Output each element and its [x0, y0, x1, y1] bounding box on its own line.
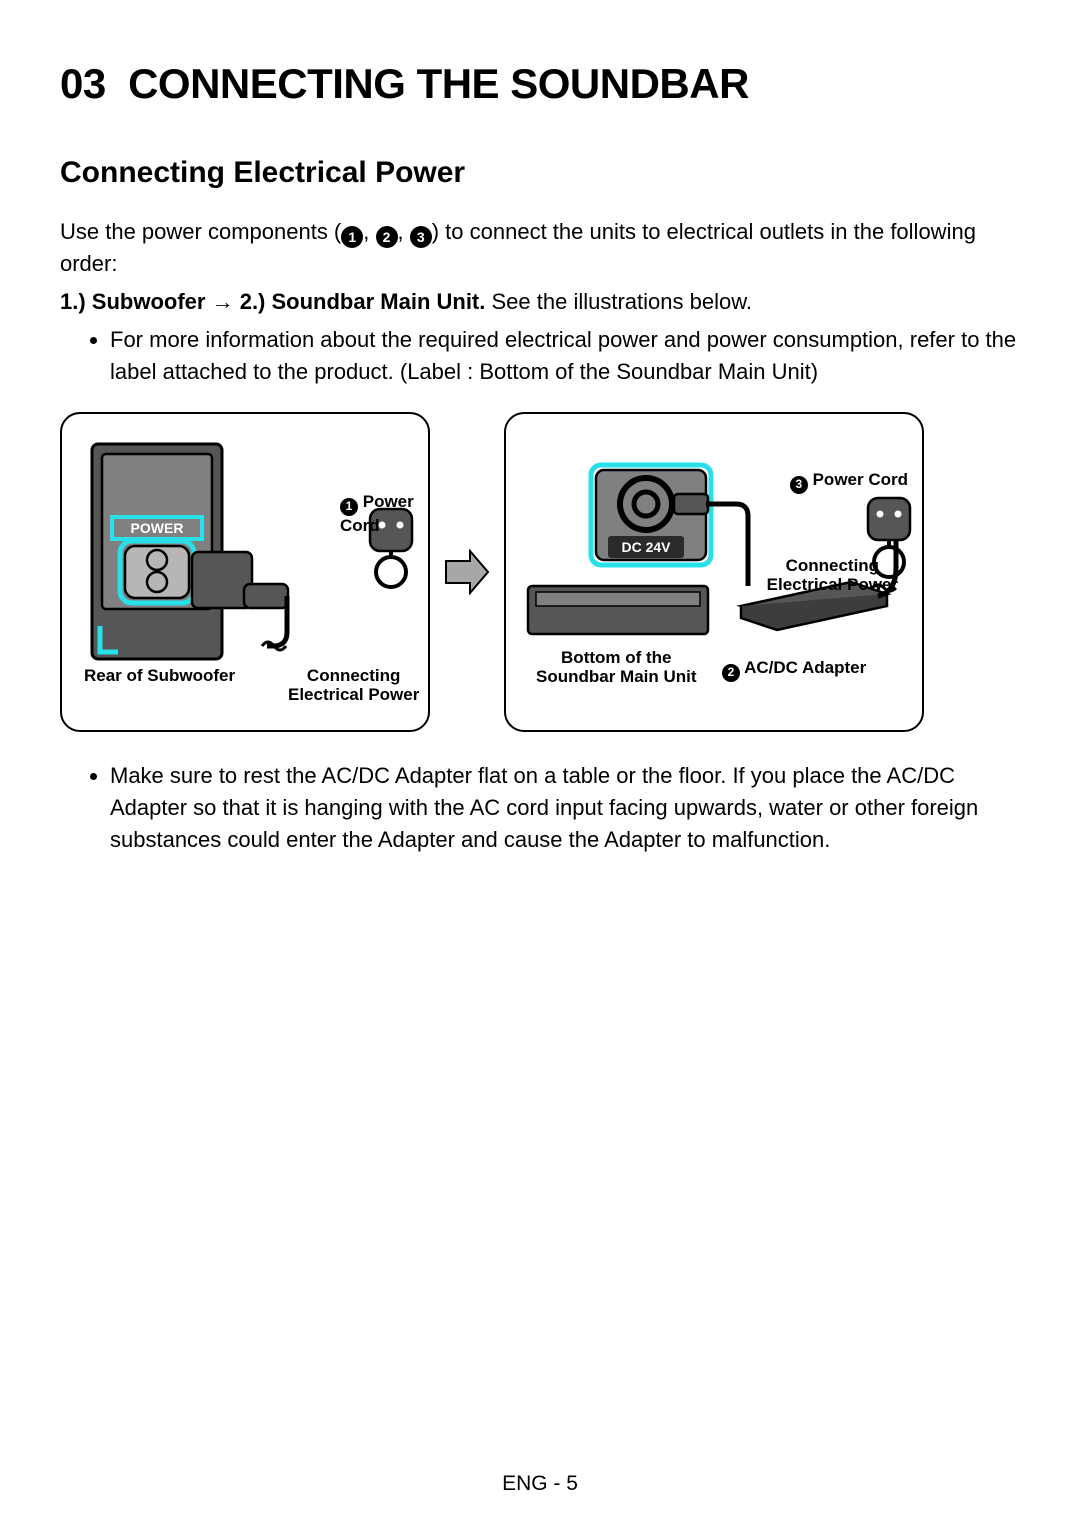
label-connecting-left: Connecting Electrical Power [288, 666, 419, 705]
chapter-title-text: CONNECTING THE SOUNDBAR [128, 60, 749, 107]
intro-prefix: Use the power components ( [60, 219, 341, 244]
bullet-list-1: For more information about the required … [60, 324, 1020, 388]
order-text: 1.) Subwoofer → 2.) Soundbar Main Unit. … [60, 286, 1020, 318]
circled-3-diagram-icon: 3 [790, 476, 808, 494]
bullet-power-info: For more information about the required … [110, 324, 1020, 388]
label-acdc-adapter-text: AC/DC Adapter [744, 658, 866, 677]
bullet-adapter-warning: Make sure to rest the AC/DC Adapter flat… [110, 760, 1020, 856]
power-label-text: POWER [131, 520, 184, 536]
label-power-cord-3: 3 Power Cord [790, 470, 908, 494]
order-soundbar: 2.) Soundbar Main Unit. [240, 289, 486, 314]
circled-1-diagram-icon: 1 [340, 498, 358, 516]
label-acdc-adapter: 2 AC/DC Adapter [722, 658, 866, 682]
intro-text: Use the power components (1, 2, 3) to co… [60, 216, 1020, 280]
sequence-arrow-icon [444, 549, 490, 595]
circled-2-diagram-icon: 2 [722, 664, 740, 682]
label-power-cord-3-text: Power Cord [813, 470, 908, 489]
chapter-number: 03 [60, 60, 106, 107]
diagram-row: POWER [60, 412, 1020, 732]
subwoofer-panel: POWER [60, 412, 430, 732]
section-title: Connecting Electrical Power [60, 156, 1020, 190]
bullet-list-2: Make sure to rest the AC/DC Adapter flat… [60, 760, 1020, 856]
soundbar-panel: DC 24V 3 Power Cord Connecting Electric [504, 412, 924, 732]
circled-number-2-icon: 2 [376, 226, 398, 248]
circled-number-1-icon: 1 [341, 226, 363, 248]
label-soundbar-bottom: Bottom of the Soundbar Main Unit [536, 648, 697, 687]
label-connecting-right: Connecting Electrical Power [767, 556, 898, 595]
label-rear-of-subwoofer: Rear of Subwoofer [84, 666, 235, 686]
svg-text:DC 24V: DC 24V [621, 539, 671, 555]
label-power-cord-1: 1 Power Cord [340, 492, 428, 535]
order-tail: See the illustrations below. [485, 289, 752, 314]
order-arrow-icon: → [212, 289, 234, 314]
order-subwoofer: 1.) Subwoofer [60, 289, 205, 314]
page-footer: ENG - 5 [0, 1472, 1080, 1496]
chapter-title: 03 CONNECTING THE SOUNDBAR [60, 60, 1020, 108]
circled-number-3-icon: 3 [410, 226, 432, 248]
